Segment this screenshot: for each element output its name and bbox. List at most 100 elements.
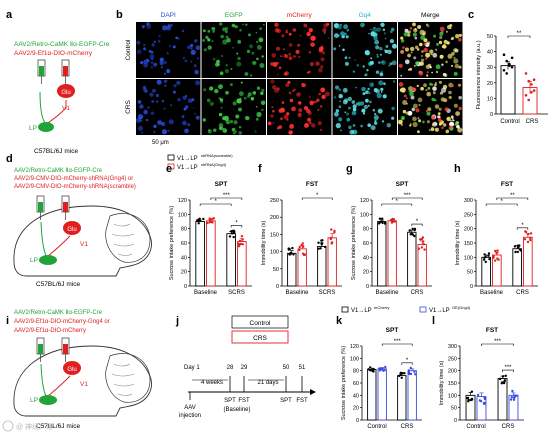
mouse-strain-label: C57BL/6J mice [36, 423, 80, 430]
x-tick-label: Baseline [194, 290, 218, 296]
event-label: SPT [280, 398, 292, 404]
arrow-right-icon [310, 389, 316, 395]
y-tick-label: 100 [178, 212, 187, 218]
data-point [381, 217, 384, 220]
data-point [317, 241, 320, 244]
x-tick-label: Control [466, 424, 485, 430]
micrograph-tile [135, 79, 201, 135]
data-point [476, 393, 480, 397]
data-point [241, 243, 244, 246]
data-point [384, 365, 387, 369]
syringe-red-icon [61, 195, 70, 220]
y-tick-label: 20 [363, 270, 369, 276]
data-point [530, 83, 533, 86]
syringe-green-icon [37, 59, 46, 84]
viral-line: AAV2/Retro-CaMK Ⅱα-EGFP-Cre [14, 41, 110, 48]
data-point [484, 260, 487, 264]
weeks-label: 4 weeks [201, 380, 223, 386]
y-tick-label: 50 [273, 267, 279, 273]
data-point [330, 228, 333, 231]
panel-h: h 0 50 100 150 200 250 300 Immobility time (s) F… [454, 163, 538, 296]
control-box [231, 315, 289, 329]
y-tick-label: 0 [356, 418, 359, 424]
y-tick-label: 0 [366, 284, 369, 290]
y-tick-label: 250 [270, 198, 279, 204]
panel-letter-i: i [6, 315, 9, 327]
data-point [514, 250, 517, 254]
glu-label: Glu [61, 90, 70, 96]
y-tick-label: 100 [360, 212, 369, 218]
y-axis-label: Fluorescence intensity (a.u.) [476, 40, 482, 109]
channel-header: EGFP [225, 12, 243, 19]
day-tick-label: 50 [283, 365, 290, 371]
projection-line [45, 100, 67, 125]
data-point [422, 243, 425, 246]
data-point [369, 369, 372, 372]
data-point [510, 56, 514, 60]
data-point [409, 233, 412, 236]
crs-label: CRS [253, 335, 267, 342]
data-point [230, 232, 234, 235]
y-tick-label: 50 [451, 406, 457, 412]
legend-swatch [167, 163, 175, 170]
data-point [413, 234, 416, 238]
data-point [320, 243, 323, 246]
event-label: (Baseline) [223, 407, 250, 413]
sig-label: *** [394, 339, 402, 345]
y-tick-label: 150 [270, 232, 279, 238]
sig-bracket [199, 203, 232, 206]
v1-neuron-icon [57, 84, 75, 98]
v1-neuron-icon [63, 221, 81, 235]
y-tick-label: 60 [181, 241, 187, 247]
data-point [414, 373, 417, 376]
data-point [393, 220, 397, 223]
data-point [298, 248, 301, 252]
data-point [495, 251, 498, 255]
y-tick-label: 200 [448, 369, 457, 375]
y-tick-label: 250 [448, 356, 457, 362]
y-tick-label: 80 [353, 369, 359, 375]
y-tick-label: 0 [490, 112, 493, 118]
y-tick-label: 40 [363, 255, 369, 261]
v1-neuron-icon [63, 361, 81, 375]
data-point [228, 235, 232, 238]
legend-label: V1→LP [351, 308, 372, 314]
data-point [391, 220, 395, 223]
data-point [197, 222, 200, 225]
y-axis-label: Sucrose intake preference (%) [351, 206, 357, 280]
y-tick-label: 0 [184, 284, 187, 290]
day-tick-label: 51 [299, 365, 306, 371]
bar [327, 237, 337, 287]
data-point [526, 240, 530, 244]
y-tick-label: 150 [464, 241, 473, 247]
data-point [523, 238, 527, 241]
viral-line: AAV2/9-CMV-DIO-mCherry-shRNA(scramble) [14, 184, 136, 190]
sig-bracket [516, 227, 529, 230]
data-point [505, 59, 509, 63]
legend-swatch [419, 306, 427, 313]
sig-bracket [507, 35, 531, 38]
data-point [291, 246, 294, 250]
lp-label: LP [30, 257, 38, 264]
projection-line [39, 91, 47, 125]
data-point [232, 229, 235, 232]
micrograph-tile [398, 79, 463, 135]
data-point [411, 233, 414, 236]
y-tick-label: 100 [350, 356, 359, 362]
y-tick-label: 10 [487, 96, 493, 102]
y-tick-label: 20 [181, 270, 187, 276]
data-point [492, 255, 495, 258]
day-tick-label: 29 [241, 365, 248, 371]
bar [377, 221, 387, 287]
y-tick-label: 80 [363, 227, 369, 233]
data-point [502, 375, 505, 378]
data-point [211, 217, 214, 221]
crs-box [231, 330, 289, 344]
panel-letter-g: g [346, 163, 353, 175]
legend-label: V1→LP [177, 165, 198, 171]
sig-label: * [406, 358, 409, 364]
panel-f: f 0 50 100 150 200 250 Immobility time (s) FST B… [258, 163, 342, 296]
micrograph-tile [136, 22, 201, 78]
legend-label: V1→LP [429, 308, 450, 314]
